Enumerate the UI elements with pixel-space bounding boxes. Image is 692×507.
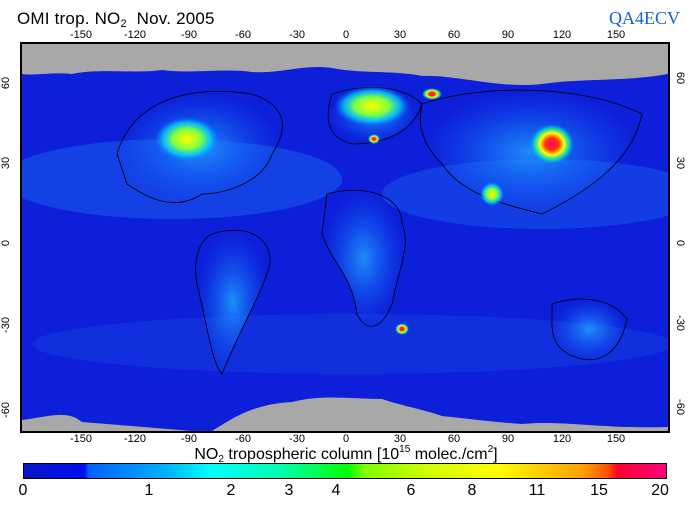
lon-tick-bottom: -90 [181,433,197,445]
lon-tick-bottom: -30 [289,433,305,445]
colorbar-tick: 0 [18,482,28,499]
lon-tick-top: -150 [69,29,93,41]
lat-tick-right: 0 [674,239,686,247]
lat-tick-left: -30 [0,317,12,333]
no2-world-map [20,42,670,433]
lat-tick-right: 30 [674,156,686,170]
lon-tick-top: 90 [501,29,515,41]
lon-tick-top: 30 [393,29,407,41]
lon-tick-top: -60 [235,29,251,41]
colorbar-tick: 15 [590,482,608,499]
lon-tick-bottom: 30 [393,433,407,445]
lon-tick-bottom: -60 [235,433,251,445]
lat-tick-right: -30 [674,315,686,331]
lon-tick-bottom: 0 [342,433,350,445]
lon-tick-top: -30 [289,29,305,41]
lat-tick-right: -60 [674,399,686,415]
lat-tick-right: 60 [674,71,686,85]
colorbar-tick: 6 [406,482,416,499]
colorbar-label: NO2 tropospheric column [1015 molec./cm2… [194,444,498,465]
colorbar-tick: 8 [467,482,477,499]
lon-tick-top: 150 [606,29,626,41]
world-map-graphic [22,44,668,431]
lat-tick-left: 0 [0,239,12,247]
lat-tick-left: 60 [0,76,12,90]
brand-label: QA4ECV [609,8,680,28]
lon-tick-top: 120 [552,29,572,41]
colorbar [23,463,667,479]
lon-tick-top: 0 [342,29,350,41]
lon-tick-bottom: -120 [123,433,147,445]
colorbar-tick: 1 [144,482,154,499]
lon-tick-bottom: -150 [69,433,93,445]
lat-tick-left: 30 [0,156,12,170]
colorbar-tick: 2 [226,482,236,499]
colorbar-tick: 20 [651,482,669,499]
lon-tick-top: -90 [181,29,197,41]
lon-tick-bottom: 60 [447,433,461,445]
colorbar-tick: 4 [331,482,341,499]
lat-tick-left: -60 [0,402,12,418]
map-title: OMI trop. NO2 Nov. 2005 [17,9,215,30]
colorbar-tick: 3 [284,482,294,499]
lon-tick-bottom: 150 [606,433,626,445]
lon-tick-top: -120 [123,29,147,41]
colorbar-tick: 11 [528,482,546,499]
lon-tick-bottom: 120 [552,433,572,445]
lon-tick-bottom: 90 [501,433,515,445]
lon-tick-top: 60 [447,29,461,41]
